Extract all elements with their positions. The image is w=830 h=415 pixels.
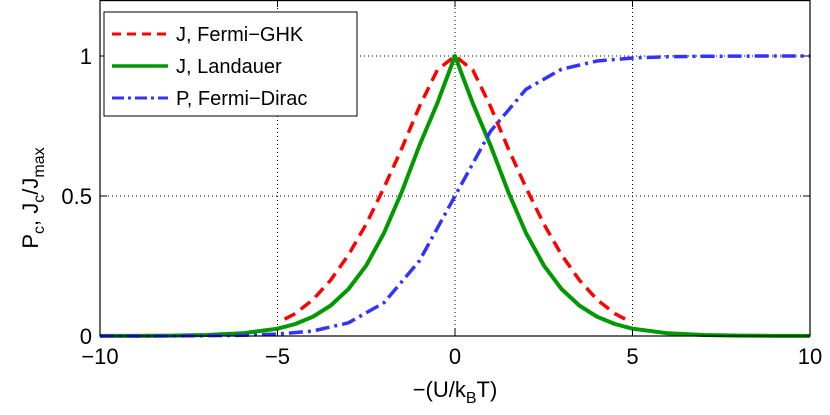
y-tick-label-1: 0.5 — [61, 184, 92, 209]
x-tick-label-0: −10 — [81, 344, 118, 369]
legend-label-fermi-dirac: P, Fermi−Dirac — [176, 88, 307, 110]
legend-label-landauer: J, Landauer — [176, 56, 282, 78]
x-tick-label-3: 5 — [626, 344, 638, 369]
y-tick-label-2: 1 — [80, 44, 92, 69]
x-axis-label: −(U/kBT) — [413, 377, 498, 407]
ticks: −10 −5 0 5 10 0 0.5 1 — [61, 0, 822, 369]
x-tick-label-4: 10 — [798, 344, 822, 369]
x-tick-label-1: −5 — [265, 344, 290, 369]
legend: J, Fermi−GHK J, Landauer P, Fermi−Dirac — [103, 11, 358, 117]
y-axis-label: Pc, Jc/Jmax — [18, 147, 48, 248]
legend-label-fermi-ghk: J, Fermi−GHK — [176, 24, 304, 46]
x-tick-label-2: 0 — [449, 344, 461, 369]
series-line-landauer — [100, 54, 810, 338]
y-tick-label-0: 0 — [80, 324, 92, 349]
